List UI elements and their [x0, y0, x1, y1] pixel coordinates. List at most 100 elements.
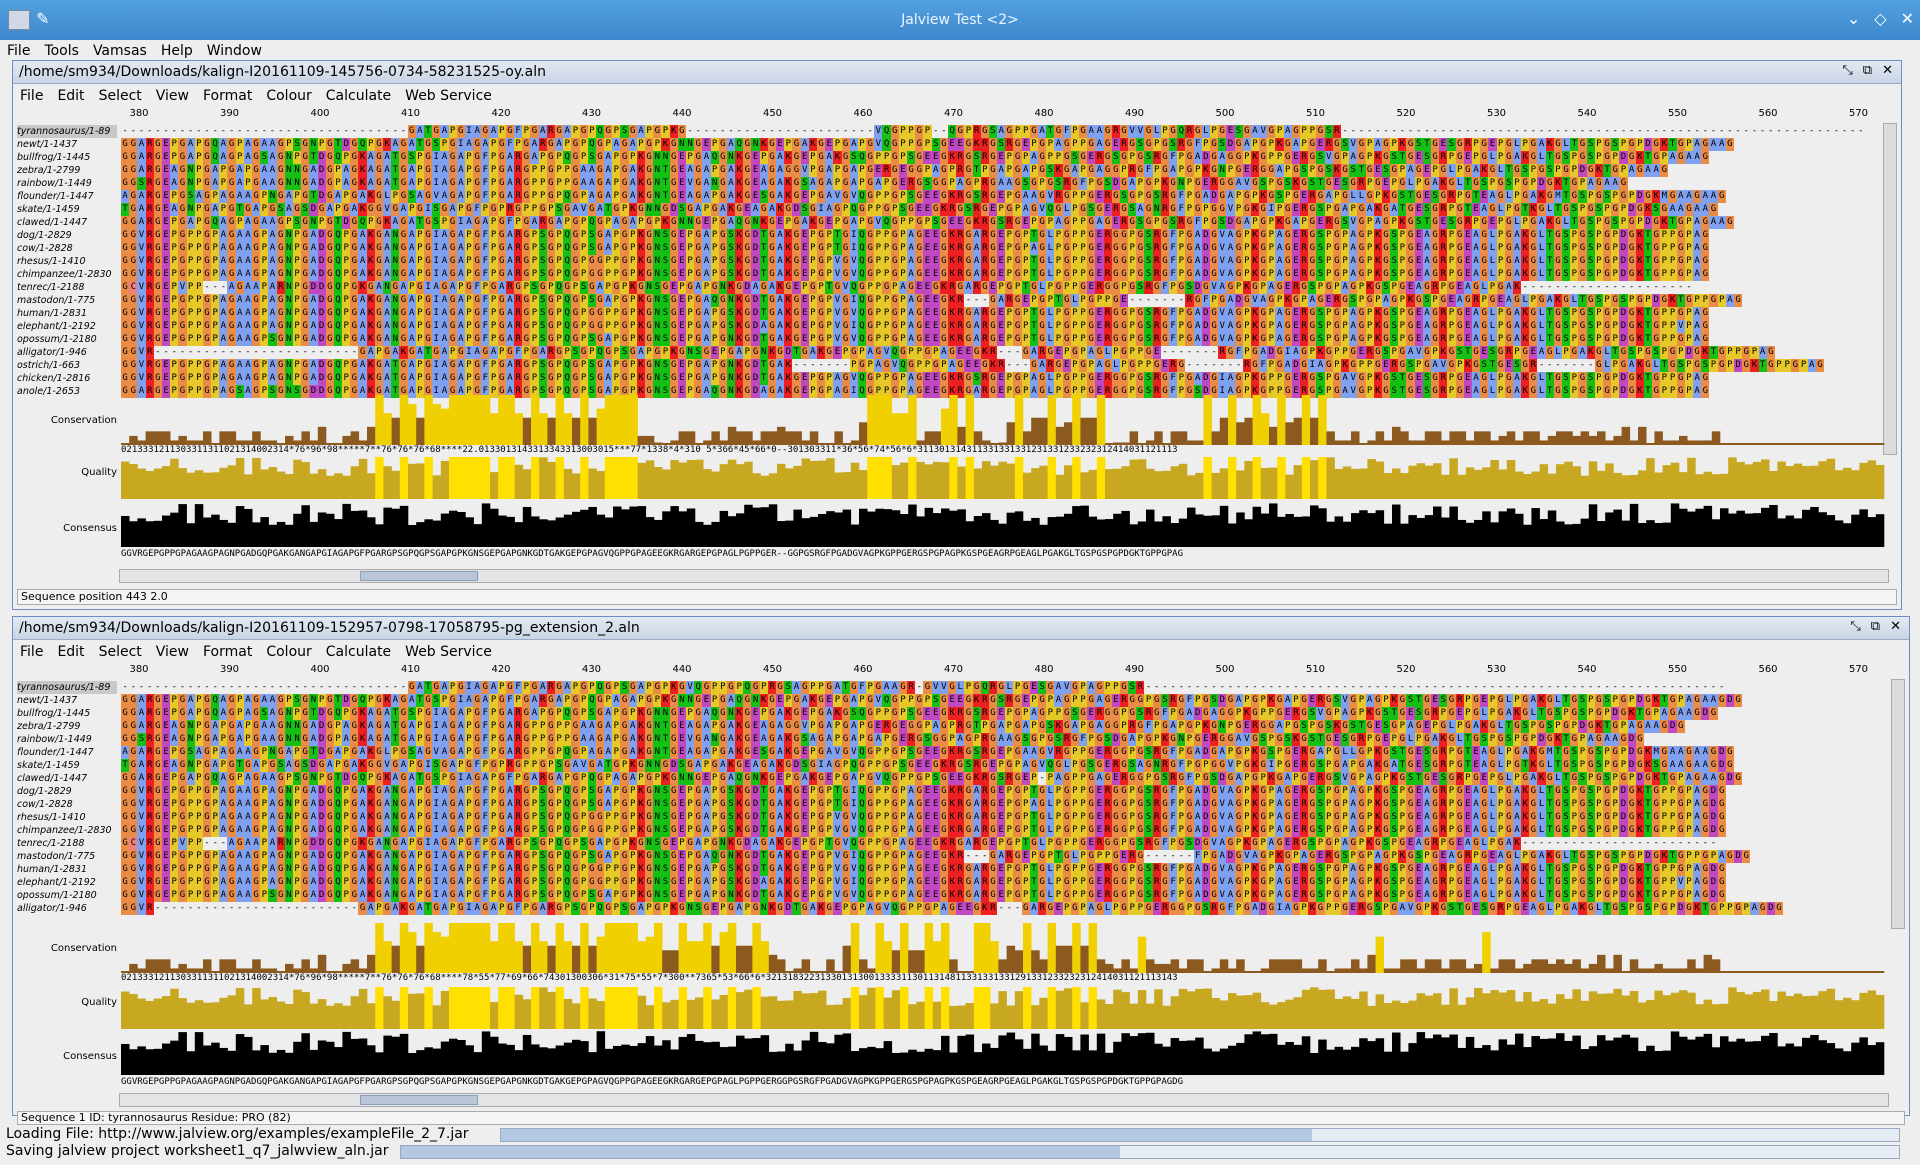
sequence-id[interactable]: opossum/1-2180	[17, 890, 97, 901]
sequence-id[interactable]: chicken/1-2816	[17, 373, 91, 384]
close-icon[interactable]: ✕	[1900, 9, 1914, 28]
column-ruler[interactable]: 380 390 400 410 420 430 440 450 460 470 480 490 500 5…	[119, 107, 1889, 123]
menu-view[interactable]: View	[155, 88, 189, 104]
sequence-id[interactable]: zebra/1-2799	[17, 165, 81, 176]
iconify-icon[interactable]: ⤡	[1850, 619, 1861, 634]
sequence-id[interactable]: newt/1-1437	[17, 139, 78, 150]
sequence-id[interactable]: newt/1-1437	[17, 695, 78, 706]
menu-vamsas[interactable]: Vamsas	[92, 43, 147, 59]
menu-view[interactable]: View	[155, 644, 189, 660]
menu-format[interactable]: Format	[203, 644, 253, 660]
sequence-id[interactable]: opossum/1-2180	[17, 334, 97, 345]
sequence-id[interactable]: tyrannosaurus/1-89	[17, 125, 117, 138]
menu-select[interactable]: Select	[98, 88, 142, 104]
restore-icon[interactable]: ⧉	[1862, 63, 1873, 78]
scroll-thumb[interactable]	[360, 1095, 478, 1105]
menu-window[interactable]: Window	[206, 43, 262, 59]
iconify-icon[interactable]: ⤡	[1842, 63, 1853, 78]
sequence-id[interactable]: rhesus/1-1410	[17, 256, 86, 267]
sequence-id[interactable]: human/1-2831	[17, 864, 87, 875]
sequence-id[interactable]: dog/1-2829	[17, 230, 72, 241]
sequence-id[interactable]: bullfrog/1-1445	[17, 152, 91, 163]
menu-calculate[interactable]: Calculate	[325, 644, 392, 660]
sequence-id[interactable]: ostrich/1-663	[17, 360, 81, 371]
maximize-icon[interactable]: ◇	[1874, 9, 1887, 28]
minimize-icon[interactable]: ⌄	[1846, 9, 1861, 28]
sequence-id[interactable]: skate/1-1459	[17, 204, 80, 215]
sequence-id[interactable]: clawed/1-1447	[17, 773, 88, 784]
sequence-id[interactable]: tenrec/1-2188	[17, 282, 85, 293]
sequence-id[interactable]: clawed/1-1447	[17, 217, 88, 228]
sequence-id[interactable]: dog/1-2829	[17, 786, 72, 797]
menu-edit[interactable]: Edit	[57, 644, 85, 660]
sequence-id-panel[interactable]: tyrannosaurus/1-89 newt/1-1437 bullfrog/1-…	[17, 125, 117, 398]
sequence-id[interactable]: flounder/1-1447	[17, 747, 94, 758]
menu-calculate[interactable]: Calculate	[325, 88, 392, 104]
sequence-id[interactable]: elephant/1-2192	[17, 321, 96, 332]
menu-help[interactable]: Help	[160, 43, 193, 59]
close-icon[interactable]: ✕	[1890, 619, 1901, 634]
sequence-id[interactable]: chimpanzee/1-2830	[17, 269, 112, 280]
sequence-id[interactable]: anole/1-2653	[17, 386, 80, 397]
sequence-id[interactable]: flounder/1-1447	[17, 191, 94, 202]
sequence-id[interactable]: zebra/1-2799	[17, 721, 81, 732]
menu-select[interactable]: Select	[98, 644, 142, 660]
scroll-thumb[interactable]	[360, 571, 478, 581]
horizontal-scrollbar[interactable]	[119, 569, 1889, 583]
sequence-id[interactable]: human/1-2831	[17, 308, 87, 319]
sequence-id[interactable]: mastodon/1-775	[17, 295, 96, 306]
sequence-id[interactable]: cow/1-2828	[17, 243, 73, 254]
sequence-id[interactable]: alligator/1-946	[17, 347, 87, 358]
sequence-id[interactable]: rainbow/1-1449	[17, 178, 92, 189]
sequence-id[interactable]: elephant/1-2192	[17, 877, 96, 888]
menu-web-service[interactable]: Web Service	[405, 88, 492, 104]
vertical-scrollbar[interactable]	[1891, 679, 1905, 929]
restore-icon[interactable]: ⧉	[1870, 619, 1881, 634]
menu-colour[interactable]: Colour	[266, 88, 312, 104]
menu-colour[interactable]: Colour	[266, 644, 312, 660]
sequence-id[interactable]: skate/1-1459	[17, 760, 80, 771]
menu-file[interactable]: File	[7, 43, 31, 59]
sequence-id-panel[interactable]: tyrannosaurus/1-89 newt/1-1437 bullfrog/1-…	[17, 681, 117, 915]
sequence-id[interactable]: cow/1-2828	[17, 799, 73, 810]
sequence-id[interactable]: tyrannosaurus/1-89	[17, 681, 117, 694]
sequence-id[interactable]: alligator/1-946	[17, 903, 87, 914]
menu-format[interactable]: Format	[203, 88, 253, 104]
vertical-scrollbar[interactable]	[1883, 123, 1897, 455]
pin-icon[interactable]: ✎	[36, 9, 50, 28]
sequence-id[interactable]: tenrec/1-2188	[17, 838, 85, 849]
